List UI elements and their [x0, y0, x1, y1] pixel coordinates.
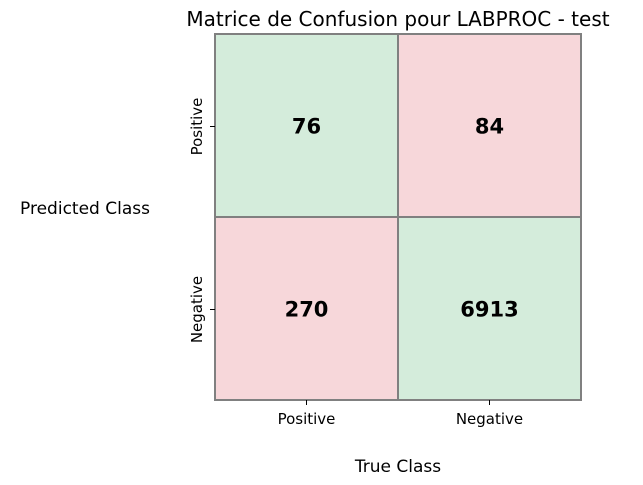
x-axis-label: True Class [354, 457, 441, 477]
y-axis-label: Predicted Class [20, 199, 150, 219]
x-tick-label: Positive [278, 410, 336, 428]
matrix-cell-positive-negative [397, 33, 582, 218]
matrix-cell-positive-positive [214, 33, 399, 218]
matrix-cells: 76 84 270 6913 [214, 33, 582, 401]
cell-value-label: 84 [475, 115, 504, 139]
cell-value-label: 270 [285, 298, 329, 322]
matrix-cell-negative-negative [397, 216, 582, 401]
x-tick-label: Negative [456, 410, 523, 428]
chart-title: Matrice de Confusion pour LABPROC - test [186, 7, 609, 31]
matrix-cell-negative-positive [214, 216, 399, 401]
y-tick-label: Positive [188, 98, 206, 156]
cell-value-label: 6913 [460, 298, 518, 322]
y-tick-label: Negative [188, 276, 206, 343]
cell-value-label: 76 [292, 115, 321, 139]
axis-ticks: Positive Negative Positive Negative [188, 98, 523, 428]
